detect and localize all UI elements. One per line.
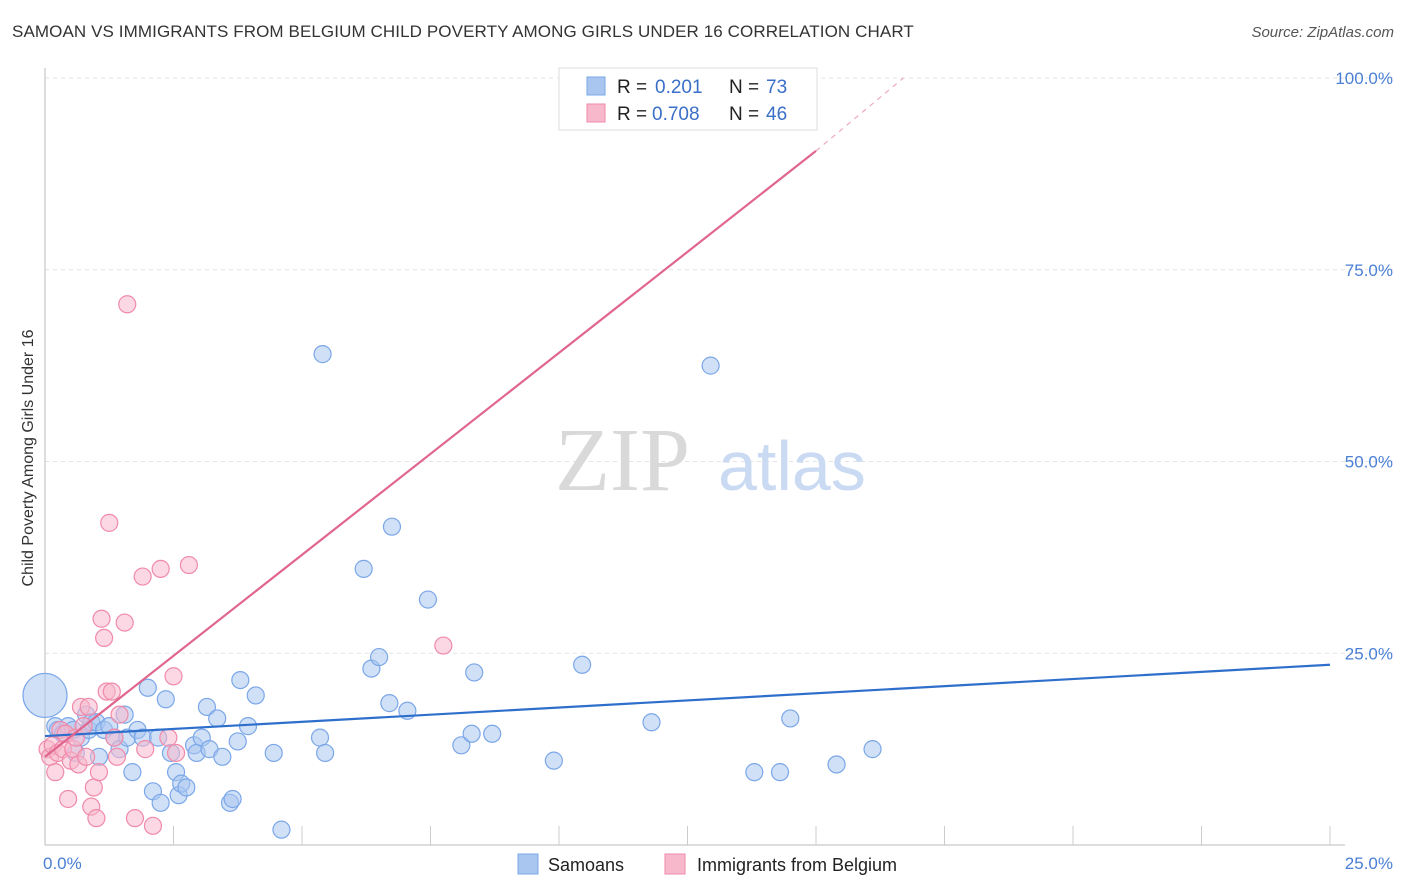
belgium-point-25: [102, 682, 121, 701]
belgium-point-34: [143, 816, 163, 835]
samoans-point-66: [770, 763, 790, 782]
samoans-point-31: [177, 778, 196, 797]
grid-lines: [45, 77, 1393, 654]
belgium-point-22: [95, 628, 114, 648]
y-axis-label: Child Poverty Among Girls Under 16: [20, 329, 37, 586]
bottom-legend-belgium: Immigrants from Belgium: [697, 855, 897, 875]
belgium-point-18: [84, 778, 103, 797]
belgium-point-15: [77, 747, 96, 766]
samoans-point-54: [382, 517, 402, 536]
belgium-trend-extension: [815, 77, 904, 152]
samoans-point-65: [745, 763, 764, 782]
legend-box: R = 0.201 N = 73 R = 0.708 N = 46: [558, 67, 818, 131]
bottom-legend-swatch-belgium: [664, 853, 686, 875]
belgium-point-21: [92, 609, 111, 628]
y-tick-label-25: 25.0%: [1345, 644, 1393, 663]
samoans-point-67: [781, 709, 800, 728]
trend-lines: [44, 77, 1331, 758]
belgium-point-19: [87, 809, 106, 828]
samoans-point-48: [313, 345, 332, 364]
samoans-trend-line: [44, 663, 1331, 738]
legend-r-value-1: 0.201: [655, 77, 703, 98]
belgium-point-39: [179, 555, 199, 575]
legend-n-label-1: N =: [729, 77, 759, 98]
samoans-point-61: [544, 751, 563, 770]
bottom-legend-swatch-samoans: [517, 853, 539, 875]
samoans-point-41: [228, 732, 247, 751]
y-tick-label-100: 100.0%: [1335, 69, 1393, 88]
belgium-point-32: [133, 567, 152, 586]
samoans-point-38: [213, 747, 232, 766]
samoans-point-64: [701, 356, 720, 375]
samoans-point-42: [231, 670, 250, 690]
belgium-point-16: [79, 697, 98, 717]
y-tick-label-50: 50.0%: [1345, 453, 1393, 472]
bottom-legend-samoans: Samoans: [548, 855, 624, 875]
x-tick-label-min: 0.0%: [43, 854, 82, 873]
bottom-legend: Samoans Immigrants from Belgium: [517, 853, 897, 875]
series-samoans-points: [22, 345, 882, 839]
samoans-point-0: [22, 672, 68, 719]
samoans-point-26: [156, 690, 175, 709]
belgium-point-35: [151, 559, 170, 578]
samoans-point-69: [863, 740, 882, 759]
belgium-point-37: [164, 667, 183, 686]
samoans-point-56: [418, 590, 438, 609]
samoans-point-59: [465, 663, 484, 682]
legend-r-value-2: 0.708: [652, 104, 700, 125]
samoans-point-25: [151, 793, 170, 812]
legend-swatch-belgium: [586, 103, 606, 123]
samoans-point-19: [123, 763, 142, 782]
belgium-point-36: [159, 728, 178, 747]
samoans-point-35: [197, 697, 217, 717]
samoans-point-53: [380, 694, 399, 713]
chart-title: SAMOAN VS IMMIGRANTS FROM BELGIUM CHILD …: [12, 22, 914, 41]
belgium-point-24: [100, 513, 119, 532]
samoans-point-47: [310, 728, 330, 747]
samoans-point-22: [138, 678, 157, 697]
belgium-point-27: [107, 747, 127, 766]
belgium-point-8: [59, 789, 78, 809]
samoans-point-40: [223, 789, 242, 809]
belgium-point-33: [136, 740, 155, 759]
belgium-point-29: [115, 613, 134, 632]
belgium-point-3: [46, 763, 65, 782]
belgium-point-40: [434, 636, 453, 655]
samoans-point-57: [452, 736, 471, 755]
belgium-point-31: [125, 809, 145, 828]
belgium-point-20: [89, 763, 109, 782]
x-tick-marks: [173, 826, 1331, 845]
samoans-point-60: [483, 724, 502, 743]
x-tick-label-max: 25.0%: [1345, 854, 1393, 873]
samoans-point-37: [208, 709, 227, 728]
samoans-point-44: [246, 686, 265, 705]
samoans-point-63: [642, 713, 661, 732]
samoans-point-52: [370, 647, 389, 667]
samoans-point-46: [272, 820, 291, 839]
legend-r-label-1: R =: [617, 77, 647, 98]
y-tick-label-75: 75.0%: [1345, 261, 1393, 280]
samoans-point-68: [827, 755, 846, 774]
samoans-point-58: [462, 724, 481, 743]
belgium-point-28: [110, 705, 129, 724]
samoans-point-62: [573, 655, 592, 674]
belgium-point-38: [166, 743, 186, 763]
samoans-point-45: [264, 743, 283, 763]
legend-n-value-2: 46: [766, 104, 787, 125]
y-tick-labels: 25.0% 50.0% 75.0% 100.0%: [1335, 69, 1393, 663]
samoans-point-49: [316, 743, 335, 763]
watermark-zip: ZIP: [555, 411, 690, 510]
chart-source: Source: ZipAtlas.com: [1251, 24, 1394, 41]
belgium-trend-line: [44, 150, 817, 758]
belgium-point-30: [118, 295, 137, 314]
legend-n-value-1: 73: [766, 77, 787, 98]
legend-r-label-2: R =: [617, 104, 647, 125]
legend-swatch-samoans: [586, 76, 606, 96]
watermark-atlas: atlas: [718, 427, 866, 505]
legend-n-label-2: N =: [729, 104, 759, 125]
series-belgium-points: [38, 295, 453, 835]
samoans-point-50: [354, 559, 373, 578]
